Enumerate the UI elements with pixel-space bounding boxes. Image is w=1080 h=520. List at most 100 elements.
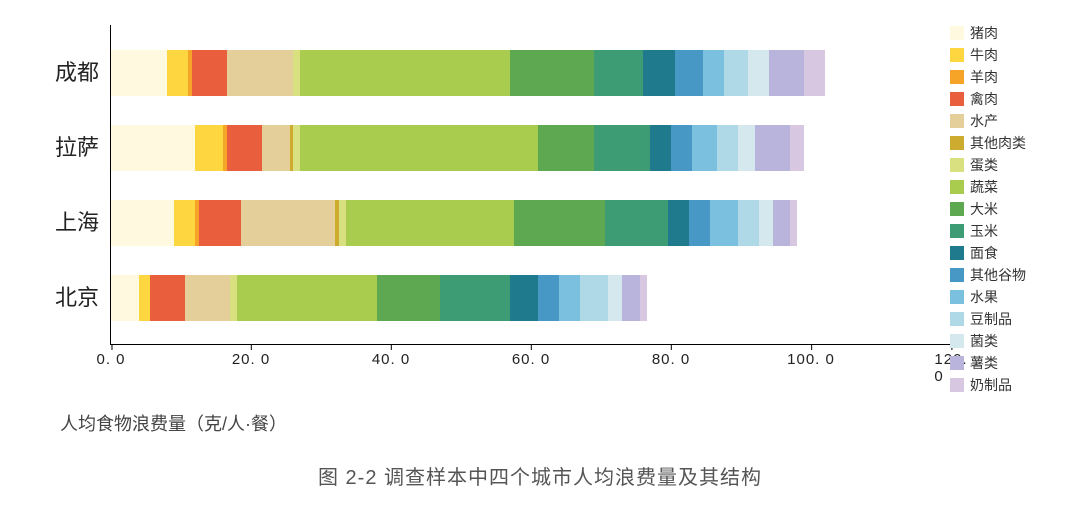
legend-swatch	[950, 290, 964, 304]
legend-swatch	[950, 202, 964, 216]
legend-label: 羊肉	[970, 67, 998, 87]
legend-label: 面食	[970, 243, 998, 263]
legend-swatch	[950, 356, 964, 370]
bar-row: 成都	[111, 50, 825, 96]
legend-item: 水果	[950, 286, 1060, 308]
bar-segment	[804, 50, 825, 96]
category-label: 上海	[41, 200, 111, 246]
legend-swatch	[950, 246, 964, 260]
bar-segment	[594, 50, 643, 96]
bar-segment	[710, 200, 738, 246]
bar-segment	[773, 200, 791, 246]
bar-segment	[241, 200, 336, 246]
chart-caption: 图 2-2 调查样本中四个城市人均浪费量及其结构	[0, 461, 1080, 490]
bar-segment	[262, 125, 290, 171]
bar-segment	[230, 275, 237, 321]
bar-segment	[293, 125, 300, 171]
bar-segment	[608, 275, 622, 321]
category-label: 成都	[41, 50, 111, 96]
legend-item: 其他肉类	[950, 132, 1060, 154]
bar-segment	[738, 200, 759, 246]
legend-label: 菌类	[970, 331, 998, 351]
bar-segment	[703, 50, 724, 96]
legend-swatch	[950, 268, 964, 282]
bar-segment	[717, 125, 738, 171]
bar-segment	[689, 200, 710, 246]
bar-row: 拉萨	[111, 125, 804, 171]
legend-item: 其他谷物	[950, 264, 1060, 286]
legend-label: 水产	[970, 111, 998, 131]
bar-segment	[759, 200, 773, 246]
legend-item: 猪肉	[950, 22, 1060, 44]
legend-item: 豆制品	[950, 308, 1060, 330]
bar-segment	[192, 50, 227, 96]
legend-swatch	[950, 334, 964, 348]
bar-segment	[559, 275, 580, 321]
bar-segment	[675, 50, 703, 96]
bar-segment	[346, 200, 514, 246]
legend-swatch	[950, 136, 964, 150]
legend-label: 大米	[970, 199, 998, 219]
x-tick: 0. 0	[96, 345, 125, 368]
legend-swatch	[950, 378, 964, 392]
legend-label: 奶制品	[970, 375, 1012, 395]
bar-segment	[300, 125, 538, 171]
bar-segment	[790, 200, 797, 246]
legend-item: 水产	[950, 110, 1060, 132]
legend-swatch	[950, 158, 964, 172]
legend-label: 其他谷物	[970, 265, 1026, 285]
bar-segment	[139, 275, 150, 321]
legend-label: 蛋类	[970, 155, 998, 175]
bar-segment	[167, 50, 188, 96]
bar-segment	[111, 275, 139, 321]
legend-label: 猪肉	[970, 23, 998, 43]
bar-segment	[580, 275, 608, 321]
bar-segment	[643, 50, 675, 96]
legend-label: 禽肉	[970, 89, 998, 109]
bar-segment	[510, 50, 594, 96]
bar-segment	[640, 275, 647, 321]
legend-item: 蔬菜	[950, 176, 1060, 198]
legend-label: 牛肉	[970, 45, 998, 65]
bar-row: 北京	[111, 275, 647, 321]
bar-segment	[769, 50, 804, 96]
bar-segment	[150, 275, 185, 321]
bar-segment	[111, 200, 174, 246]
bar-segment	[668, 200, 689, 246]
bar-segment	[237, 275, 377, 321]
legend-item: 禽肉	[950, 88, 1060, 110]
bar-segment	[594, 125, 650, 171]
bar-segment	[227, 50, 294, 96]
bar-segment	[300, 50, 510, 96]
legend-label: 豆制品	[970, 309, 1012, 329]
legend-item: 薯类	[950, 352, 1060, 374]
bar-segment	[755, 125, 790, 171]
legend-item: 大米	[950, 198, 1060, 220]
bar-segment	[790, 125, 804, 171]
legend-label: 水果	[970, 287, 998, 307]
bar-segment	[510, 275, 538, 321]
legend-swatch	[950, 48, 964, 62]
x-tick: 60. 0	[512, 345, 550, 368]
x-tick: 20. 0	[232, 345, 270, 368]
bar-segment	[174, 200, 195, 246]
bar-segment	[293, 50, 300, 96]
legend-swatch	[950, 70, 964, 84]
x-tick: 40. 0	[372, 345, 410, 368]
bar-segment	[724, 50, 749, 96]
bar-segment	[650, 125, 671, 171]
category-label: 北京	[41, 275, 111, 321]
legend-item: 菌类	[950, 330, 1060, 352]
bar-segment	[185, 275, 231, 321]
legend-swatch	[950, 114, 964, 128]
legend-item: 羊肉	[950, 66, 1060, 88]
legend-swatch	[950, 312, 964, 326]
legend-swatch	[950, 26, 964, 40]
bar-segment	[377, 275, 440, 321]
bar-segment	[111, 50, 167, 96]
x-axis-label: 人均食物浪费量（克/人·餐）	[60, 410, 287, 436]
legend-item: 面食	[950, 242, 1060, 264]
x-tick: 80. 0	[652, 345, 690, 368]
plot-region: 成都拉萨上海北京0. 020. 040. 060. 080. 0100. 012…	[110, 25, 950, 345]
legend-swatch	[950, 180, 964, 194]
